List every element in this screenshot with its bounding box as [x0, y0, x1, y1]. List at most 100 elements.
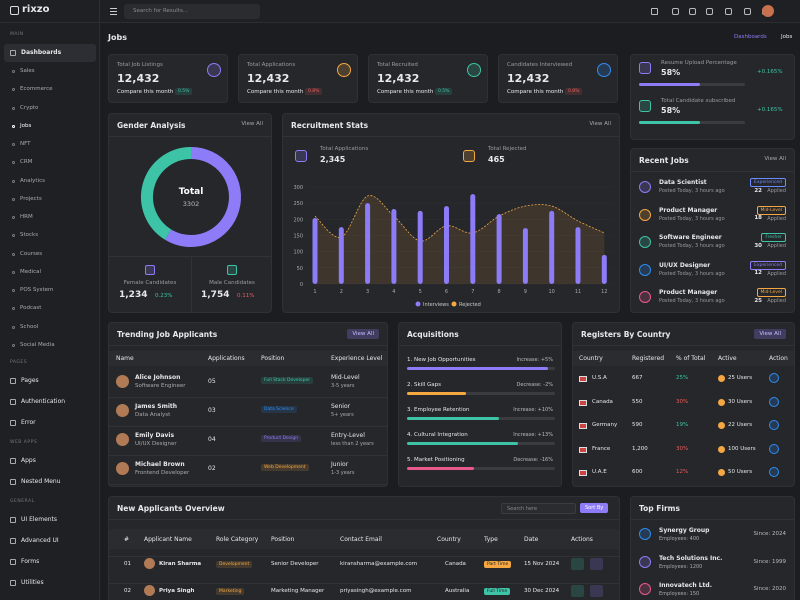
bar — [312, 218, 318, 284]
edit-button[interactable] — [590, 558, 603, 570]
menu-item[interactable]: Nested Menu — [21, 478, 61, 485]
search-box[interactable]: Search here — [501, 503, 576, 514]
menu-icon — [10, 479, 16, 485]
row-divider — [109, 484, 387, 485]
job-applied: 30 — [754, 242, 762, 249]
brand: rixzo — [22, 4, 50, 15]
submenu-item[interactable]: Jobs — [20, 122, 32, 129]
action-button[interactable] — [769, 373, 779, 383]
stat-value: 12,432 — [117, 72, 160, 85]
view-all-button[interactable]: View All — [347, 329, 379, 339]
type-badge: Part Time — [484, 561, 512, 568]
firm-employees: Employees: 1200 — [659, 563, 703, 570]
header-icon[interactable] — [672, 8, 679, 15]
menu-item[interactable]: Authentication — [21, 398, 66, 405]
sort-button[interactable]: Sort By — [580, 503, 609, 513]
submenu-item[interactable]: Sales — [20, 68, 35, 74]
firm-name: Synergy Group — [659, 527, 710, 534]
job-title: Data Scientist — [659, 179, 707, 186]
header-icon[interactable] — [706, 8, 713, 15]
progress-value: 58% — [661, 68, 681, 77]
menu-item[interactable]: Forms — [21, 558, 40, 565]
recruitment-card: Recruitment Stats View All Total Applicati… — [282, 113, 620, 313]
menu-item[interactable]: Utilities — [21, 579, 44, 586]
section-title: PAGES — [10, 360, 28, 365]
menu-item[interactable]: Dashboards — [21, 49, 62, 56]
applicant-avatar — [144, 585, 155, 596]
bar — [522, 228, 528, 284]
table-header: Country — [579, 355, 603, 362]
action-button[interactable] — [769, 396, 779, 407]
progress-value: 58% — [661, 106, 681, 115]
view-all-button[interactable]: View All — [764, 156, 786, 162]
action-button[interactable] — [769, 443, 779, 454]
action-button[interactable] — [769, 467, 779, 477]
summary-icon — [463, 150, 475, 162]
header-icon[interactable] — [725, 8, 732, 15]
submenu-item[interactable]: Courses — [20, 250, 43, 257]
submenu-item[interactable]: Ecommerce — [20, 86, 53, 93]
breadcrumb-item[interactable]: Dashboards — [734, 34, 767, 40]
view-all-button[interactable]: View All — [241, 121, 263, 127]
y-tick-label: 200 — [293, 217, 303, 223]
submenu-item[interactable]: School — [20, 323, 39, 330]
firm-since: Since: 2024 — [753, 531, 786, 537]
menu-item[interactable]: Error — [21, 419, 36, 426]
download-button[interactable] — [571, 585, 584, 597]
submenu-item[interactable]: Analytics — [20, 177, 45, 184]
submenu-item[interactable]: Stocks — [20, 232, 39, 239]
job-level: Experienced — [750, 178, 786, 187]
stat-icon — [207, 63, 221, 77]
submenu-item[interactable]: CRM — [20, 159, 33, 166]
submenu-item[interactable]: Medical — [20, 268, 42, 275]
menu-item[interactable]: Apps — [21, 457, 36, 464]
view-all-button[interactable]: View All — [754, 329, 786, 339]
stat-compare: Compare this month — [117, 89, 174, 95]
acquisition-label: 1. New Job Opportunities — [407, 357, 476, 363]
acquisition-change: Increase: +5% — [516, 357, 553, 363]
download-button[interactable] — [571, 558, 584, 570]
applicant-avatar — [144, 558, 155, 569]
view-all-button[interactable]: View All — [589, 121, 611, 127]
country-name: Germany — [592, 422, 618, 428]
legend-marker — [451, 301, 457, 307]
edit-button[interactable] — [590, 585, 603, 597]
summary-value: 2,345 — [320, 155, 346, 164]
search-box[interactable]: Search for Results... — [124, 4, 260, 19]
submenu-item[interactable]: Projects — [20, 195, 42, 202]
submenu-item[interactable]: Podcast — [20, 305, 42, 312]
active-users: 100 Users — [728, 445, 756, 452]
firm-name: Tech Solutions Inc. — [659, 554, 723, 562]
action-button[interactable] — [769, 420, 779, 430]
job-applied-label: Applied — [767, 215, 786, 222]
submenu-item[interactable]: POS System — [20, 287, 54, 293]
country-name: U.S.A — [592, 375, 607, 381]
table-header: Country — [437, 536, 461, 543]
submenu-item[interactable]: NFT — [20, 141, 31, 147]
submenu-item[interactable]: Crypto — [20, 104, 39, 111]
submenu-item[interactable]: HRM — [20, 214, 33, 220]
divider — [109, 256, 271, 257]
acquisition-change: Decrease: -16% — [513, 457, 553, 463]
applicant-name: Michael Brown — [135, 461, 185, 468]
breadcrumb-item: Jobs — [781, 34, 793, 40]
applicant-role: Frontend Developer — [135, 470, 190, 476]
job-applied-label: Applied — [767, 270, 786, 277]
header-icon[interactable] — [651, 8, 658, 15]
header-icon[interactable] — [689, 8, 696, 15]
header-icon[interactable] — [744, 8, 751, 15]
divider — [109, 345, 387, 346]
menu-item[interactable]: Pages — [21, 377, 39, 384]
percent: 25% — [676, 375, 689, 381]
job-level: Experienced — [750, 260, 786, 270]
job-icon — [639, 263, 651, 276]
job-title: Product Manager — [659, 289, 718, 296]
avatar[interactable] — [762, 5, 774, 17]
menu-item[interactable]: UI Elements — [21, 516, 58, 523]
divider — [283, 136, 619, 137]
date: 15 Nov 2024 — [524, 561, 560, 567]
percent: 30% — [676, 445, 689, 452]
menu-item[interactable]: Advanced UI — [21, 537, 59, 544]
submenu-item[interactable]: Social Media — [20, 341, 55, 348]
registered: 667 — [632, 375, 643, 381]
